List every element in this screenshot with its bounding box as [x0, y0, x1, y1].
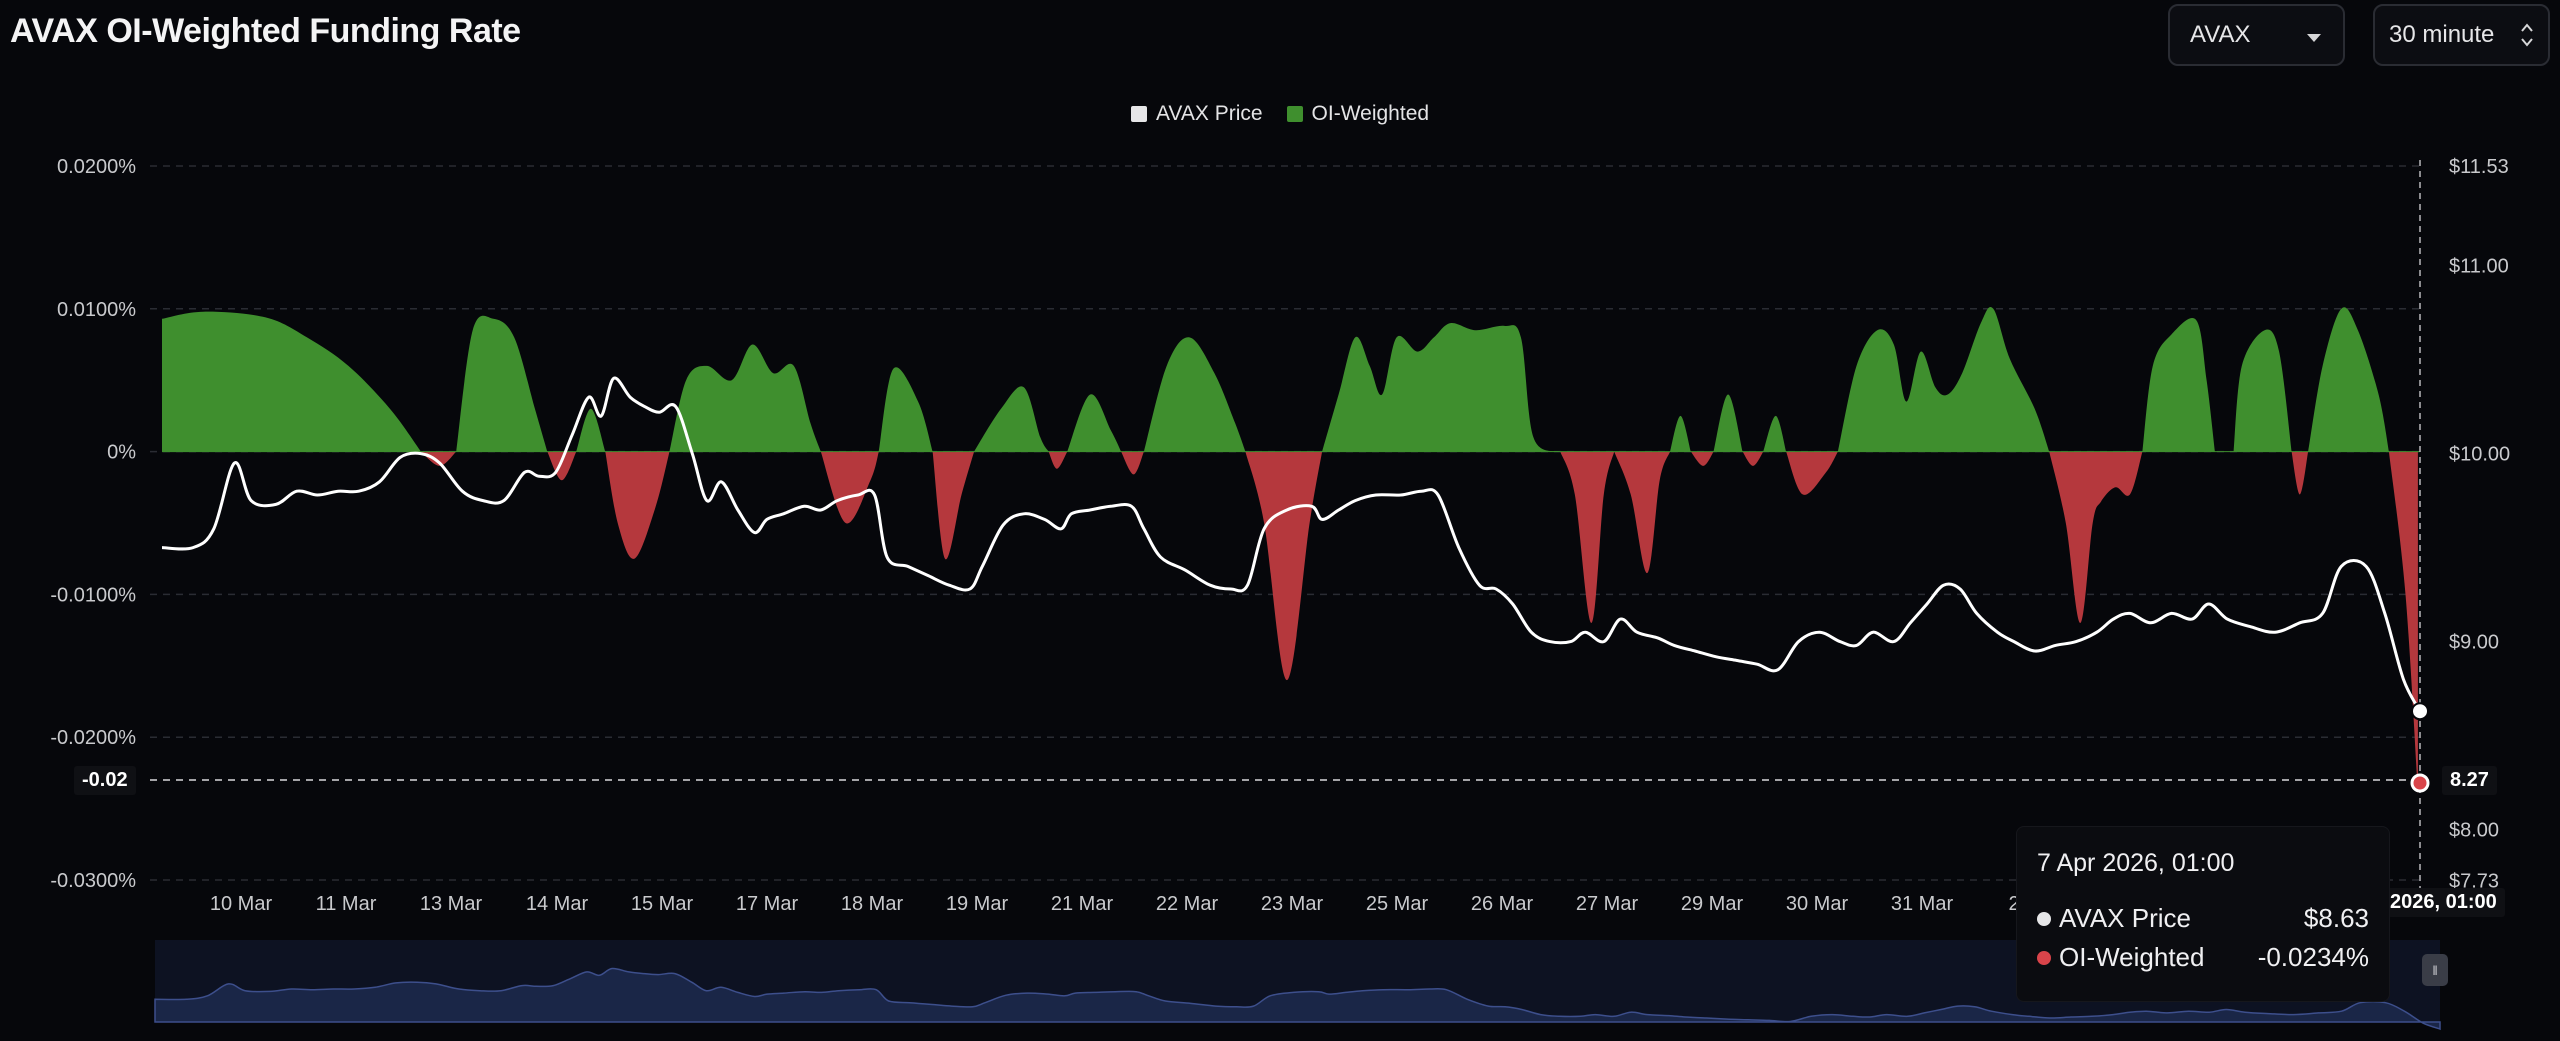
crosshair-left-label: -0.02: [74, 766, 136, 795]
left-tick-label: 0%: [107, 442, 136, 464]
x-tick-label: 11 Mar: [316, 893, 377, 915]
tooltip-dot-price: [2037, 911, 2051, 926]
funding-negative-area: [1560, 451, 1615, 623]
funding-negative-area: [820, 451, 879, 524]
price-marker: [2411, 702, 2429, 721]
left-tick-label: 0.0200%: [57, 156, 136, 178]
legend-item-price[interactable]: AVAX Price: [1130, 102, 1263, 126]
price-line: [161, 376, 2422, 712]
x-tick-label: 30 Mar: [1786, 893, 1849, 915]
page-title: AVAX OI-Weighted Funding Rate: [10, 12, 521, 50]
right-axis: $11.53 $11.00 $10.00 $9.00 $8.00 $7.73: [2449, 156, 2510, 892]
interval-select[interactable]: 30 minute: [2373, 4, 2550, 66]
left-tick-label: -0.0200%: [50, 727, 136, 749]
funding-positive-area: [1713, 394, 1743, 452]
funding-marker: [2410, 773, 2430, 793]
crosshair-x-label: 2026, 01:00: [2382, 888, 2505, 917]
price-line-path: [161, 376, 2422, 712]
legend-swatch-oi-weighted: [1286, 106, 1303, 122]
legend-swatch-price: [1130, 106, 1147, 122]
right-tick-label: $8.00: [2449, 820, 2499, 842]
tooltip-label-oi-weighted: OI-Weighted: [2059, 942, 2205, 972]
x-tick-label: 25 Mar: [1366, 893, 1429, 915]
x-tick-label: 21 Mar: [1051, 893, 1114, 915]
funding-positive-area: [1067, 394, 1122, 452]
funding-negative-area: [932, 451, 975, 560]
tooltip-date: 7 Apr 2026, 01:00: [2037, 849, 2235, 877]
left-tick-label: -0.0100%: [50, 584, 136, 606]
funding-positive-area: [1837, 306, 2050, 452]
right-tick-label: $9.00: [2449, 632, 2499, 654]
funding-negative-area: [1690, 451, 1714, 466]
x-axis: 10 Mar 11 Mar 13 Mar 14 Mar 15 Mar 17 Mar 18 M…: [210, 893, 2020, 915]
right-tick-label: $11.00: [2449, 256, 2509, 278]
x-tick-label: 26 Mar: [1471, 893, 1534, 915]
right-tick-label: $10.00: [2449, 444, 2510, 466]
funding-positive-area: [456, 315, 548, 452]
funding-positive-area: [1670, 415, 1691, 452]
funding-positive-area: [669, 344, 821, 452]
x-tick-label: 29 Mar: [1681, 893, 1744, 915]
funding-positive-area: [1143, 337, 1246, 452]
funding-negative-area: [2291, 451, 2309, 495]
legend-item-oi-weighted[interactable]: OI-Weighted: [1286, 102, 1430, 126]
coin-select-value: AVAX: [2190, 21, 2251, 48]
tooltip-value-oi-weighted: -0.0234%: [2257, 942, 2369, 972]
funding-positive-area: [974, 386, 1049, 452]
funding-negative-area: [1742, 451, 1764, 466]
legend-label-price: AVAX Price: [1155, 102, 1263, 125]
x-tick-label: 31 Mar: [1891, 893, 1954, 915]
x-tick-label: 22 Mar: [1156, 893, 1219, 915]
legend-label-oi-weighted: OI-Weighted: [1311, 102, 1430, 125]
chart-tooltip: 7 Apr 2026, 01:00 AVAX Price $8.63 OI-We…: [2016, 826, 2390, 1002]
x-tick-label: 13 Mar: [420, 893, 483, 915]
tooltip-value-price: $8.63: [2303, 903, 2369, 933]
interval-select-value: 30 minute: [2389, 21, 2495, 48]
left-tick-label: 0.0100%: [57, 299, 136, 321]
chevron-down-icon: [2307, 34, 2321, 42]
funding-negative-area: [2388, 451, 2418, 795]
funding-negative-area: [1048, 451, 1068, 469]
x-tick-label: 2: [2008, 893, 2019, 915]
funding-negative-area: [605, 451, 670, 559]
tooltip-label-price: AVAX Price: [2059, 903, 2191, 933]
tooltip-row-oi-weighted: OI-Weighted -0.0234%: [2037, 942, 2369, 973]
updown-chevron-icon: [2521, 23, 2533, 47]
tooltip-dot-oi-weighted: [2037, 950, 2051, 965]
funding-positive-area: [2233, 329, 2292, 452]
x-tick-label: 14 Mar: [526, 893, 589, 915]
right-tick-label: $7.73: [2449, 870, 2499, 892]
funding-negative-area: [2049, 451, 2143, 623]
tooltip-row-price: AVAX Price $8.63: [2037, 903, 2369, 934]
funding-areas: [162, 306, 2420, 795]
funding-negative-area: [547, 451, 577, 481]
right-tick-label: $11.53: [2449, 156, 2509, 178]
x-tick-label: 10 Mar: [210, 893, 273, 915]
crosshair-right-label: 8.27: [2442, 766, 2497, 795]
funding-negative-area: [1786, 451, 1838, 495]
left-axis: 0.0200% 0.0100% 0% -0.0100% -0.0200% -0.0300%: [50, 156, 136, 892]
funding-positive-area: [1322, 322, 1561, 452]
x-tick-label: 17 Mar: [736, 893, 799, 915]
funding-positive-area: [162, 311, 421, 452]
chart-legend: AVAX Price OI-Weighted: [0, 102, 2560, 126]
crosshair: [150, 160, 2430, 900]
funding-positive-area: [1763, 415, 1787, 452]
left-tick-label: -0.0300%: [50, 870, 136, 892]
funding-negative-area: [1121, 451, 1144, 475]
coin-select[interactable]: AVAX: [2168, 4, 2345, 66]
x-tick-label: 19 Mar: [946, 893, 1009, 915]
navigator-area: [154, 967, 2441, 1031]
funding-positive-area: [2308, 307, 2389, 452]
funding-positive-area: [878, 367, 933, 452]
x-tick-label: 15 Mar: [631, 893, 694, 915]
x-tick-label: 23 Mar: [1261, 893, 1324, 915]
x-tick-label: 27 Mar: [1576, 893, 1639, 915]
x-tick-label: 18 Mar: [841, 893, 904, 915]
navigator-handle[interactable]: ‖: [2422, 954, 2448, 986]
funding-positive-area: [2142, 318, 2215, 452]
funding-negative-area: [1614, 451, 1671, 574]
funding-positive-area: [576, 408, 606, 452]
funding-negative-area: [1245, 451, 1323, 681]
